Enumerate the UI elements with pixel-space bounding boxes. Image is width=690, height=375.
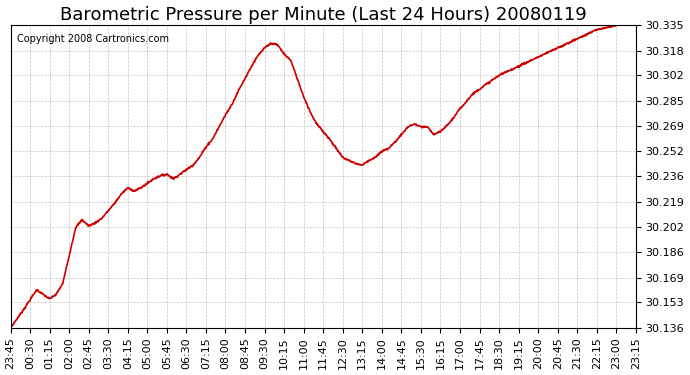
Text: Copyright 2008 Cartronics.com: Copyright 2008 Cartronics.com [17, 34, 169, 44]
Title: Barometric Pressure per Minute (Last 24 Hours) 20080119: Barometric Pressure per Minute (Last 24 … [60, 6, 586, 24]
